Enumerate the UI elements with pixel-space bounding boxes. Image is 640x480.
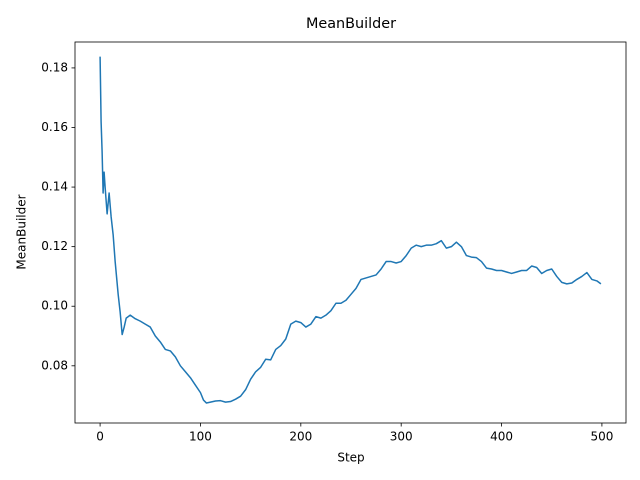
plot-frame [74,41,627,424]
y-axis-label: MeanBuilder [15,194,29,269]
y-tick-label: 0.14 [41,180,68,194]
x-tick-label: 200 [289,430,312,444]
chart-title: MeanBuilder [306,16,396,32]
x-tick-label: 300 [390,430,413,444]
line [99,56,602,404]
y-tick-label: 0.10 [41,299,68,313]
x-tick-label: 400 [490,430,513,444]
x-tick-label: 500 [590,430,613,444]
y-tick-label: 0.12 [41,239,68,253]
y-tick-label: 0.08 [41,358,68,372]
x-axis-label: Step [337,451,364,465]
x-tick-label: 0 [96,430,104,444]
y-tick-label: 0.16 [41,120,68,134]
y-tick-label: 0.18 [41,60,68,74]
x-tick-label: 100 [189,430,212,444]
